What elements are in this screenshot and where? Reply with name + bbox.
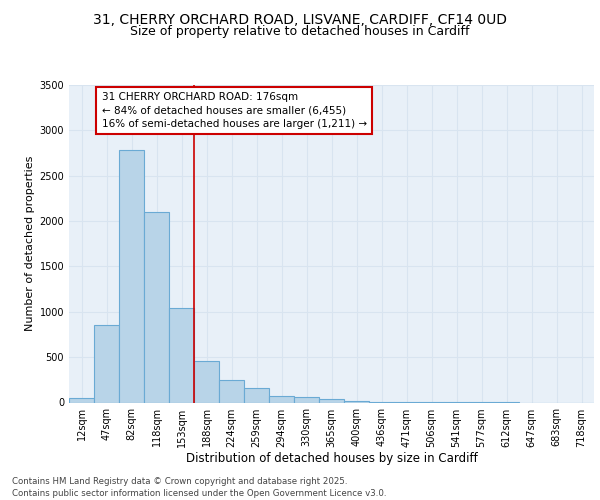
Bar xyxy=(144,212,169,402)
Bar xyxy=(269,396,294,402)
Text: 31 CHERRY ORCHARD ROAD: 176sqm
← 84% of detached houses are smaller (6,455)
16% : 31 CHERRY ORCHARD ROAD: 176sqm ← 84% of … xyxy=(101,92,367,128)
Bar xyxy=(194,361,219,403)
Bar xyxy=(169,308,194,402)
Bar xyxy=(294,397,319,402)
Text: Size of property relative to detached houses in Cardiff: Size of property relative to detached ho… xyxy=(130,25,470,38)
Bar xyxy=(319,400,344,402)
Bar xyxy=(94,326,119,402)
Bar xyxy=(219,380,244,402)
Bar xyxy=(119,150,144,402)
Bar xyxy=(244,388,269,402)
Text: Contains HM Land Registry data © Crown copyright and database right 2025.
Contai: Contains HM Land Registry data © Crown c… xyxy=(12,476,386,498)
Y-axis label: Number of detached properties: Number of detached properties xyxy=(25,156,35,332)
Text: 31, CHERRY ORCHARD ROAD, LISVANE, CARDIFF, CF14 0UD: 31, CHERRY ORCHARD ROAD, LISVANE, CARDIF… xyxy=(93,12,507,26)
Bar xyxy=(344,400,369,402)
Bar xyxy=(69,398,94,402)
X-axis label: Distribution of detached houses by size in Cardiff: Distribution of detached houses by size … xyxy=(185,452,478,466)
